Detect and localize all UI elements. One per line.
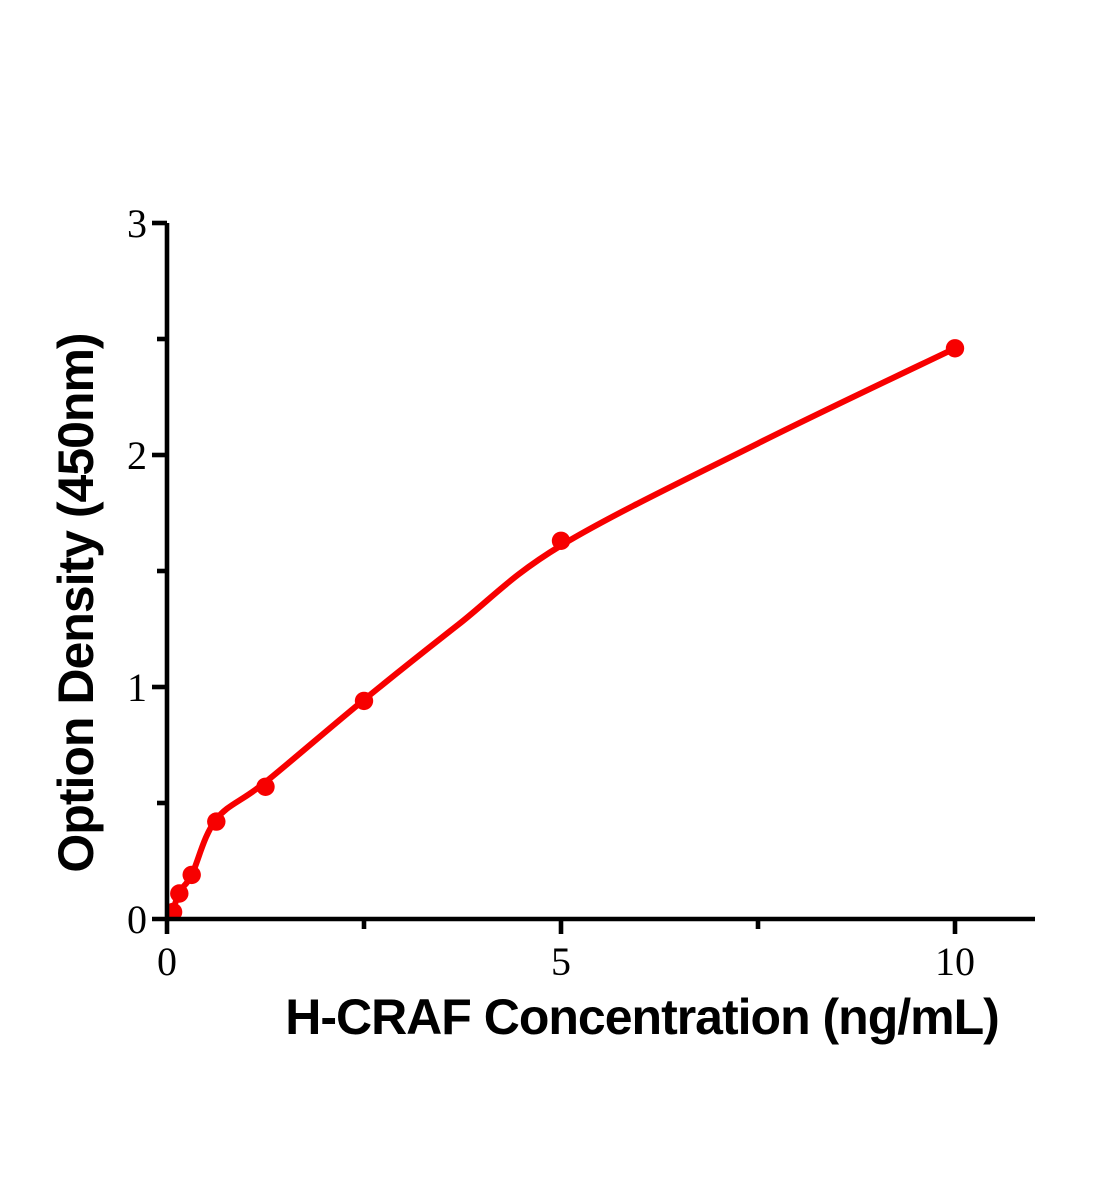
data-point	[551, 531, 571, 550]
fit-curve-line	[167, 345, 958, 919]
y-tick-label: 3	[127, 201, 147, 246]
data-point	[167, 902, 183, 919]
tick-labels: 0 5 10 0 1 2 3	[127, 201, 975, 984]
y-tick-label: 0	[127, 897, 147, 942]
data-point	[945, 339, 965, 358]
data-point	[182, 865, 201, 885]
x-tick-label: 10	[935, 939, 975, 984]
axes-layer	[152, 220, 1035, 934]
x-tick-label: 5	[551, 939, 571, 984]
data-point	[354, 691, 374, 711]
data-point	[256, 777, 275, 796]
data-point	[207, 812, 226, 831]
y-tick-label: 2	[127, 433, 147, 478]
x-axis-title: H-CRAF Concentration (ng/mL)	[285, 989, 1000, 1045]
y-axis-title: Option Density (450nm)	[48, 333, 104, 873]
y-tick-label: 1	[127, 665, 147, 710]
x-tick-label: 0	[157, 939, 177, 984]
data-layer	[167, 339, 965, 919]
data-point	[170, 884, 189, 903]
